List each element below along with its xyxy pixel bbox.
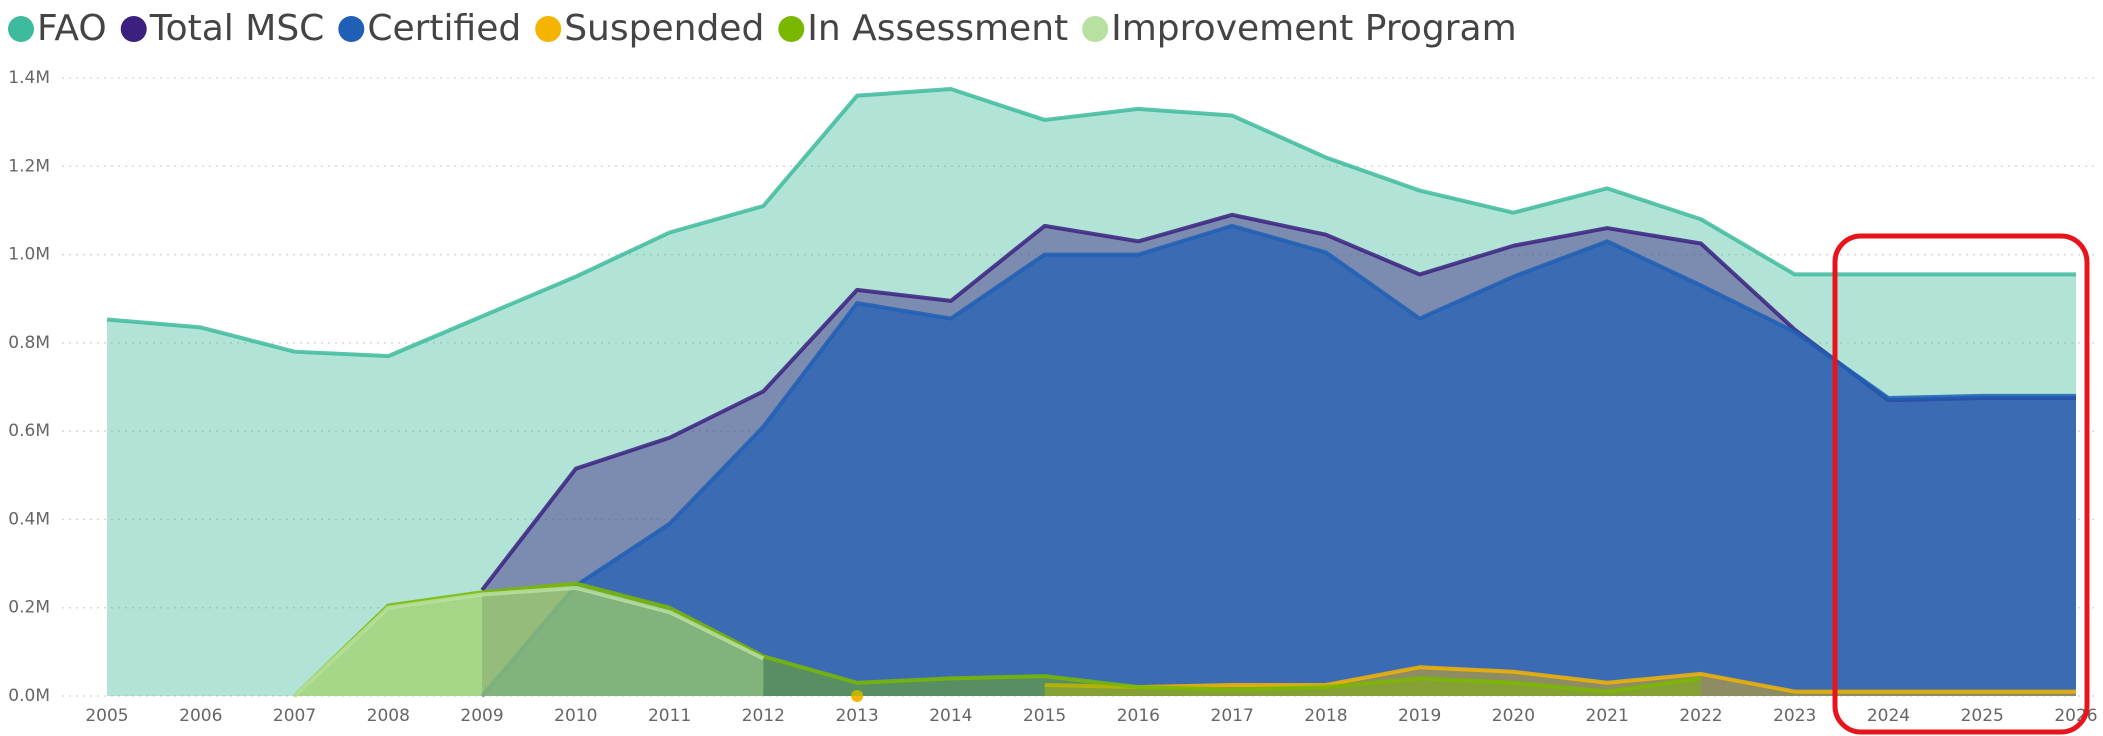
area-line (106, 87, 2076, 359)
legend-dot (8, 16, 34, 42)
highlight-box (1832, 233, 2090, 735)
x-tick-label: 2025 (1961, 706, 2004, 726)
area-line (1044, 665, 2076, 694)
x-tick-label: 2007 (273, 706, 316, 726)
legend-label: Improvement Program (1111, 8, 1517, 49)
point (851, 690, 864, 702)
areas (106, 87, 2076, 702)
x-tick-label: 2017 (1211, 706, 1254, 726)
legend-label: Suspended (564, 8, 764, 49)
x-tick-label: 2021 (1586, 706, 1629, 726)
legend: FAO Total MSC Certified Suspended In Assessm… (8, 8, 1517, 49)
x-tick-label: 2019 (1398, 706, 1441, 726)
x-tick-label: 2010 (554, 706, 597, 726)
legend-dot (1082, 16, 1109, 42)
y-tick-label: 0.2M (8, 598, 50, 618)
area-fill (294, 583, 1701, 696)
x-tick-label: 2016 (1117, 706, 1160, 726)
x-tick-label: 2013 (835, 706, 878, 726)
legend-label: FAO (37, 8, 107, 49)
x-tick-label: 2008 (367, 706, 410, 726)
x-tick-label: 2012 (742, 706, 785, 726)
legend-dot (535, 16, 562, 42)
x-tick-label: 2011 (648, 706, 691, 726)
legend-label: In Assessment (807, 8, 1068, 49)
x-tick-label: 2024 (1867, 706, 1910, 726)
legend-dot (120, 16, 147, 42)
x-tick-label: 2014 (929, 706, 972, 726)
y-tick-label: 0.4M (8, 509, 50, 529)
x-tick-label: 2005 (85, 706, 128, 726)
legend-label: Total MSC (149, 8, 325, 49)
y-tick-label: 0.0M (8, 686, 50, 706)
y-tick-label: 1.2M (8, 156, 50, 176)
legend-dot (778, 16, 805, 42)
x-tick-label: 2026 (2054, 706, 2097, 726)
x-tick-label: 2015 (1023, 706, 1066, 726)
y-tick-label: 0.8M (8, 333, 50, 353)
y-tick-label: 0.6M (8, 421, 50, 441)
labels: 0.0M 0.2M 0.4M 0.6M 0.8M 1.0M 1.2M 1.4M 2005 2006… (8, 68, 2097, 726)
legend-label: Certified (367, 8, 521, 49)
area-fill (482, 225, 2076, 696)
area-line (293, 585, 765, 698)
area-line (293, 581, 1702, 698)
x-tick-label: 2022 (1679, 706, 1722, 726)
x-tick-label: 2023 (1773, 706, 1816, 726)
x-tick-label: 2020 (1492, 706, 1535, 726)
y-tick-label: 1.0M (8, 245, 50, 265)
x-tick-label: 2006 (179, 706, 222, 726)
x-tick-label: 2009 (460, 706, 503, 726)
x-tick-label: 2018 (1304, 706, 1347, 726)
area-fill (294, 587, 764, 696)
y-tick-label: 1.4M (8, 68, 50, 88)
area-line (480, 223, 2076, 698)
legend-dot (338, 16, 365, 42)
